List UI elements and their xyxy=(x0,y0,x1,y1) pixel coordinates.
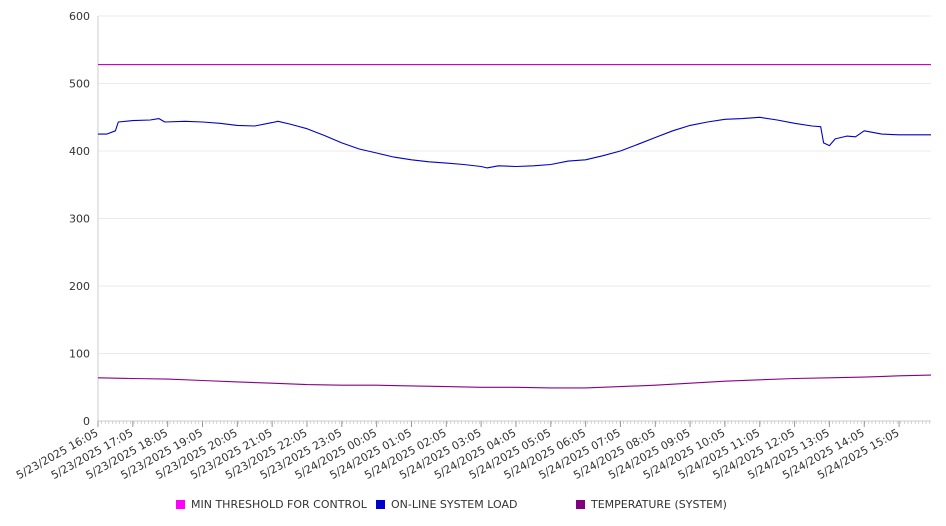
series-lines xyxy=(97,64,932,389)
y-tick-label: 600 xyxy=(69,10,90,23)
legend-item-min-threshold: MIN THRESHOLD FOR CONTROL xyxy=(176,498,367,511)
y-tick-label: 200 xyxy=(69,280,90,293)
y-tick-label: 0 xyxy=(83,415,90,428)
y-tick-label: 400 xyxy=(69,145,90,158)
series-line-1 xyxy=(98,116,931,169)
legend-swatch xyxy=(176,500,185,509)
legend: MIN THRESHOLD FOR CONTROL ON-LINE SYSTEM… xyxy=(0,498,946,518)
legend-label: MIN THRESHOLD FOR CONTROL xyxy=(191,498,367,511)
series-line-2 xyxy=(97,374,932,389)
grid-lines xyxy=(97,15,931,424)
y-tick-label: 500 xyxy=(69,78,90,91)
y-axis: 0 100 200 300 400 500 600 xyxy=(69,10,90,428)
y-tick-label: 300 xyxy=(69,213,90,226)
legend-label: TEMPERATURE (SYSTEM) xyxy=(591,498,727,511)
legend-item-temperature: TEMPERATURE (SYSTEM) xyxy=(576,498,727,511)
y-tick-label: 100 xyxy=(69,348,90,361)
legend-label: ON-LINE SYSTEM LOAD xyxy=(391,498,518,511)
legend-item-system-load: ON-LINE SYSTEM LOAD xyxy=(376,498,517,511)
legend-swatch xyxy=(376,500,385,509)
legend-swatch xyxy=(576,500,585,509)
x-axis: 5/23/2025 16:055/23/2025 17:055/23/2025 … xyxy=(14,421,902,482)
